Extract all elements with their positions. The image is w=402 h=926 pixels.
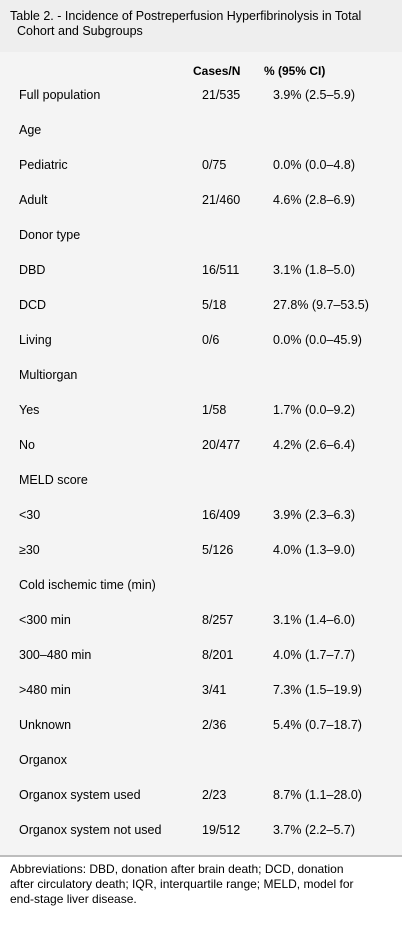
table-row: Organox [0, 751, 402, 769]
row-label: DBD [19, 263, 46, 277]
row-label: 300–480 min [19, 648, 92, 662]
row-percent-ci: 4.6% (2.8–6.9) [273, 193, 355, 207]
footnote-line-3: end-stage liver disease. [10, 892, 137, 906]
row-percent-ci: 4.0% (1.3–9.0) [273, 543, 355, 557]
data-table: Cases/N % (95% CI) Full population 21/535… [0, 52, 402, 855]
table-row: Full population 21/535 3.9% (2.5–5.9) [0, 86, 402, 104]
row-percent-ci: 0.0% (0.0–45.9) [273, 333, 362, 347]
row-percent-ci: 5.4% (0.7–18.7) [273, 718, 362, 732]
row-label: Full population [19, 88, 101, 102]
table-row: Age [0, 121, 402, 139]
row-label: <300 min [19, 613, 71, 627]
row-cases: 0/6 [202, 333, 220, 347]
row-label: No [19, 438, 35, 452]
row-label: MELD score [19, 473, 88, 487]
table-row: ≥30 5/126 4.0% (1.3–9.0) [0, 541, 402, 559]
row-cases: 5/126 [202, 543, 234, 557]
row-cases: 19/512 [202, 823, 241, 837]
row-label: <30 [19, 508, 41, 522]
row-percent-ci: 0.0% (0.0–4.8) [273, 158, 355, 172]
row-label: Living [19, 333, 52, 347]
header-cases: Cases/N [193, 64, 241, 78]
row-percent-ci: 3.7% (2.2–5.7) [273, 823, 355, 837]
row-percent-ci: 7.3% (1.5–19.9) [273, 683, 362, 697]
caption-line-1: Table 2. - Incidence of Postreperfusion … [10, 9, 362, 23]
row-cases: 8/257 [202, 613, 234, 627]
row-percent-ci: 8.7% (1.1–28.0) [273, 788, 362, 802]
table-caption: Table 2. - Incidence of Postreperfusion … [0, 0, 402, 52]
table-row: Adult 21/460 4.6% (2.8–6.9) [0, 191, 402, 209]
row-percent-ci: 3.1% (1.8–5.0) [273, 263, 355, 277]
row-percent-ci: 27.8% (9.7–53.5) [273, 298, 369, 312]
table-row: Donor type [0, 226, 402, 244]
table-row: <30 16/409 3.9% (2.3–6.3) [0, 506, 402, 524]
row-label: Donor type [19, 228, 81, 242]
table-row: Unknown 2/36 5.4% (0.7–18.7) [0, 716, 402, 734]
table-row: Multiorgan [0, 366, 402, 384]
table-row: Living 0/6 0.0% (0.0–45.9) [0, 331, 402, 349]
table-row: Yes 1/58 1.7% (0.0–9.2) [0, 401, 402, 419]
row-label: Age [19, 123, 42, 137]
row-cases: 20/477 [202, 438, 241, 452]
row-label: >480 min [19, 683, 71, 697]
footnote-line-1: Abbreviations: DBD, donation after brain… [10, 862, 344, 876]
table-row: >480 min 3/41 7.3% (1.5–19.9) [0, 681, 402, 699]
row-cases: 0/75 [202, 158, 227, 172]
row-percent-ci: 3.1% (1.4–6.0) [273, 613, 355, 627]
row-label: Pediatric [19, 158, 68, 172]
table-row: <300 min 8/257 3.1% (1.4–6.0) [0, 611, 402, 629]
row-cases: 16/409 [202, 508, 241, 522]
caption-line-2: Cohort and Subgroups [17, 24, 143, 38]
table-header: Cases/N % (95% CI) [0, 64, 402, 82]
table-row: No 20/477 4.2% (2.6–6.4) [0, 436, 402, 454]
row-percent-ci: 3.9% (2.3–6.3) [273, 508, 355, 522]
table-row: Organox system used 2/23 8.7% (1.1–28.0) [0, 786, 402, 804]
row-percent-ci: 4.2% (2.6–6.4) [273, 438, 355, 452]
row-percent-ci: 4.0% (1.7–7.7) [273, 648, 355, 662]
table-row: Cold ischemic time (min) [0, 576, 402, 594]
row-cases: 5/18 [202, 298, 227, 312]
row-cases: 3/41 [202, 683, 227, 697]
row-label: ≥30 [19, 543, 40, 557]
row-label: Organox system used [19, 788, 141, 802]
row-label: Organox system not used [19, 823, 162, 837]
header-percent-ci: % (95% CI) [264, 64, 326, 78]
table-row: Pediatric 0/75 0.0% (0.0–4.8) [0, 156, 402, 174]
row-label: Adult [19, 193, 48, 207]
row-cases: 1/58 [202, 403, 227, 417]
row-label: Unknown [19, 718, 72, 732]
row-label: Multiorgan [19, 368, 78, 382]
row-percent-ci: 1.7% (0.0–9.2) [273, 403, 355, 417]
row-cases: 8/201 [202, 648, 234, 662]
table-row: MELD score [0, 471, 402, 489]
row-label: Organox [19, 753, 67, 767]
row-label: DCD [19, 298, 47, 312]
footnote-line-2: after circulatory death; IQR, interquart… [10, 877, 354, 891]
table-row: DCD 5/18 27.8% (9.7–53.5) [0, 296, 402, 314]
table-row: DBD 16/511 3.1% (1.8–5.0) [0, 261, 402, 279]
table-footnote: Abbreviations: DBD, donation after brain… [0, 857, 402, 926]
table-divider [0, 855, 402, 857]
row-cases: 16/511 [202, 263, 240, 277]
row-cases: 2/23 [202, 788, 227, 802]
table-row: 300–480 min 8/201 4.0% (1.7–7.7) [0, 646, 402, 664]
row-label: Cold ischemic time (min) [19, 578, 156, 592]
row-cases: 2/36 [202, 718, 227, 732]
row-cases: 21/535 [202, 88, 241, 102]
row-cases: 21/460 [202, 193, 241, 207]
row-label: Yes [19, 403, 40, 417]
table-row: Organox system not used 19/512 3.7% (2.2–5… [0, 821, 402, 839]
row-percent-ci: 3.9% (2.5–5.9) [273, 88, 355, 102]
